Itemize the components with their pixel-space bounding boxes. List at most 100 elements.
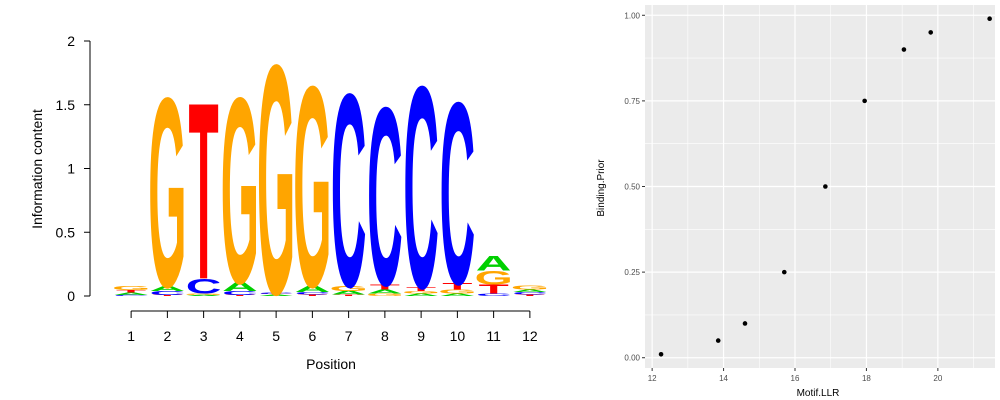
logo-letter-C: C	[403, 26, 439, 348]
logo-letter-G: G	[257, 0, 295, 363]
logo-letter-C: C	[258, 293, 294, 295]
logo-x-tick-label: 3	[200, 328, 208, 344]
logo-letter-G: G	[148, 43, 186, 345]
logo-letter-G: G	[474, 267, 512, 289]
logo-x-tick-label: 5	[272, 328, 280, 344]
logo-letter-C: C	[186, 275, 222, 299]
logo-y-tick-label: 1.5	[56, 97, 76, 113]
scatter-point	[987, 16, 992, 21]
logo-letter-A: A	[295, 284, 331, 294]
scatter-x-tick-label: 18	[862, 374, 871, 383]
logo-letter-C: C	[512, 292, 548, 296]
logo-letter-G: G	[438, 289, 476, 295]
scatter-y-axis-label: Binding.Prior	[596, 159, 607, 217]
logo-letter-G: G	[112, 285, 150, 291]
logo-letter-A: A	[403, 293, 439, 297]
scatter-point	[862, 98, 867, 104]
scatter-x-tick-label: 12	[648, 374, 657, 383]
scatter-points	[658, 16, 992, 357]
scatter-point	[742, 321, 748, 326]
scatter-x-ticks: 12 14 16 18 20	[648, 368, 943, 383]
logo-letter-A: A	[113, 292, 149, 296]
logo-letter-C: C	[367, 54, 403, 339]
logo-letter-T: T	[225, 295, 255, 297]
scatter-y-ticks: 0.00 0.25 0.50 0.75 1.00	[624, 11, 645, 363]
scatter-point	[928, 30, 934, 35]
logo-letter-C: C	[113, 295, 149, 297]
logo-letter-T: T	[116, 289, 146, 293]
scatter-y-tick-label: 0.50	[624, 183, 640, 192]
scatter-x-tick-label: 16	[791, 374, 800, 383]
scatter-y-tick-label: 0.25	[624, 268, 640, 277]
logo-y-tick-label: 1	[67, 161, 75, 177]
scatter-point	[901, 47, 907, 52]
logo-x-tick-label: 4	[236, 328, 244, 344]
logo-letter-G: G	[184, 293, 222, 295]
logo-letter-T: T	[479, 282, 509, 296]
scatter-point	[823, 184, 828, 189]
logo-y-tick-label: 2	[67, 33, 75, 49]
logo-x-tick-label: 2	[163, 328, 171, 344]
logo-y-ticks: 0 0.5 1 1.5 2	[56, 33, 90, 304]
logo-x-tick-label: 1	[127, 328, 135, 344]
logo-x-tick-label: 9	[417, 328, 425, 344]
scatter-point	[781, 269, 787, 275]
logo-letter-G: G	[366, 293, 404, 297]
scatter-x-tick-label: 20	[933, 374, 942, 383]
scatter-x-axis-label: Motif.LLR	[797, 388, 840, 399]
logo-y-tick-label: 0.5	[56, 224, 76, 240]
logo-letter-G: G	[402, 290, 440, 294]
logo-letter-C: C	[222, 290, 258, 296]
logo-letter-T: T	[442, 282, 473, 292]
logo-letter-G: G	[293, 27, 331, 348]
logo-x-tick-label: 10	[450, 328, 466, 344]
logo-letter-G: G	[221, 43, 259, 339]
logo-x-tick-label: 8	[381, 328, 389, 344]
logo-letter-A: A	[186, 295, 222, 297]
logo-letter-T: T	[189, 49, 219, 332]
logo-letter-C: C	[476, 293, 512, 297]
logo-x-tick-label: 7	[345, 328, 353, 344]
logo-letter-T: T	[406, 286, 437, 292]
logo-x-tick-label: 12	[522, 328, 538, 344]
logo-letter-T: T	[515, 294, 545, 296]
logo-letter-G: G	[329, 285, 367, 293]
logo-letter-C: C	[440, 48, 476, 338]
logo-letter-A: A	[222, 280, 258, 294]
scatter-gridlines	[645, 5, 995, 368]
logo-y-tick-label: 0	[67, 288, 75, 304]
logo-letter-G: G	[511, 285, 549, 291]
scatter-point	[715, 338, 721, 343]
scatter-point	[658, 352, 664, 357]
scatter-y-tick-label: 0.00	[624, 354, 640, 363]
logo-letter-A: A	[331, 290, 367, 296]
logo-letter-C: C	[295, 292, 331, 296]
scatter-x-tick-label: 14	[719, 374, 728, 383]
scatter-y-tick-label: 0.75	[624, 97, 640, 106]
logo-letter-T: T	[261, 294, 291, 296]
logo-letter-T: T	[152, 295, 182, 297]
logo-y-axis-label: Information content	[29, 109, 45, 229]
scatter-y-tick-label: 1.00	[624, 11, 640, 20]
logo-letter-A: A	[512, 289, 548, 293]
logo-letter-T: T	[370, 283, 401, 291]
logo-letter-C: C	[331, 38, 367, 346]
logo-letter-C: C	[150, 290, 186, 296]
logo-letter-T: T	[334, 294, 364, 296]
logo-x-tick-label: 11	[486, 328, 501, 344]
logo-x-tick-label: 6	[308, 328, 316, 344]
